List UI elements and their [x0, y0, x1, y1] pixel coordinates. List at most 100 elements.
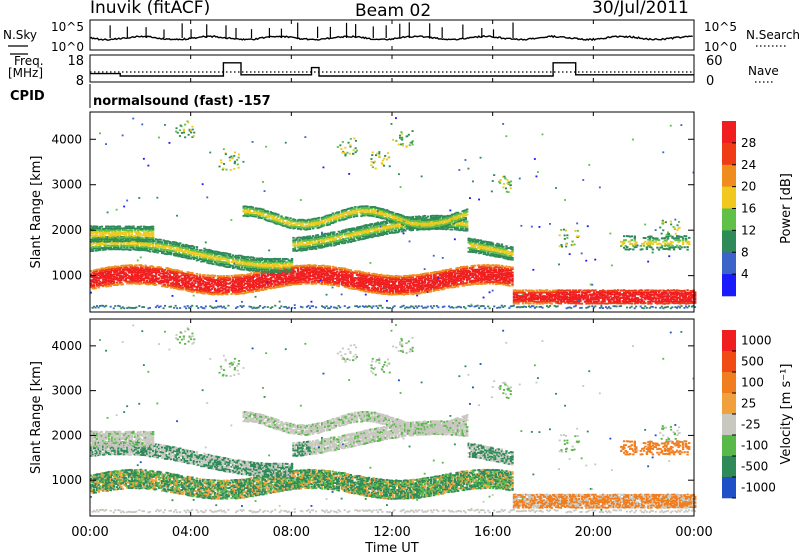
data-cell	[165, 253, 168, 256]
data-cell	[151, 250, 155, 253]
data-cell	[310, 270, 313, 273]
data-cell	[262, 283, 265, 286]
data-cell	[130, 307, 133, 309]
data-cell	[133, 271, 137, 274]
data-cell	[118, 248, 122, 251]
data-cell	[93, 284, 96, 286]
data-cell	[370, 223, 374, 225]
data-cell	[136, 276, 140, 279]
data-cell	[151, 243, 155, 245]
data-cell	[351, 229, 354, 231]
data-cell	[159, 266, 162, 269]
data-cell	[233, 259, 236, 262]
data-cell	[307, 246, 310, 249]
data-cell	[305, 235, 309, 238]
data-cell	[244, 277, 247, 280]
data-cell	[260, 278, 263, 280]
data-cell	[99, 226, 102, 228]
data-cell	[287, 222, 291, 225]
data-cell	[278, 261, 282, 264]
data-cell	[236, 262, 239, 265]
data-cell	[121, 134, 124, 137]
data-cell	[118, 305, 121, 308]
data-cell	[384, 275, 387, 277]
data-cell	[207, 256, 211, 259]
data-cell	[141, 271, 144, 274]
data-cell	[141, 277, 144, 280]
data-cell	[253, 266, 256, 269]
data-cell	[102, 233, 105, 235]
data-cell	[381, 290, 384, 293]
data-cell	[322, 233, 325, 236]
data-cell	[129, 306, 132, 309]
data-cell	[144, 231, 147, 234]
data-cell	[395, 288, 398, 290]
data-cell	[404, 226, 407, 228]
data-cell	[364, 284, 368, 287]
data-cell	[109, 277, 112, 280]
data-cell	[250, 263, 253, 266]
data-cell	[147, 226, 150, 229]
data-cell	[185, 243, 188, 246]
data-cell	[262, 307, 265, 309]
data-cell	[289, 275, 292, 278]
data-cell	[330, 237, 333, 240]
data-cell	[310, 271, 313, 274]
data-cell	[118, 271, 122, 273]
data-cell	[404, 224, 407, 227]
data-cell	[182, 272, 185, 274]
data-cell	[269, 260, 273, 262]
data-cell	[358, 280, 362, 283]
data-cell	[96, 232, 99, 235]
data-cell	[105, 248, 108, 251]
data-cell	[259, 284, 262, 287]
data-cell	[381, 283, 384, 285]
data-cell	[206, 196, 209, 199]
data-cell	[361, 283, 365, 286]
data-cell	[142, 238, 146, 241]
data-cell	[177, 271, 180, 274]
data-cell	[222, 148, 225, 151]
data-cell	[379, 232, 383, 235]
data-cell	[213, 256, 217, 259]
data-cell	[114, 265, 117, 268]
data-cell	[366, 272, 369, 275]
data-cell	[136, 280, 140, 283]
data-cell	[248, 256, 251, 259]
data-cell	[299, 222, 303, 225]
data-cell	[216, 282, 220, 285]
data-cell	[401, 216, 404, 219]
data-cell	[256, 271, 259, 274]
data-cell	[129, 245, 132, 247]
data-cell	[284, 269, 288, 272]
data-cell	[189, 277, 193, 280]
data-cell	[93, 240, 96, 243]
data-cell	[330, 281, 333, 284]
data-cell	[94, 239, 97, 242]
data-cell	[333, 231, 336, 234]
data-cell	[115, 236, 119, 239]
data-cell	[242, 275, 245, 278]
data-cell	[129, 268, 132, 271]
data-cell	[242, 205, 245, 208]
data-cell	[349, 276, 353, 279]
data-cell	[313, 270, 316, 272]
data-cell	[315, 273, 318, 276]
data-cell	[357, 207, 360, 210]
data-cell	[265, 270, 268, 272]
data-cell	[194, 251, 197, 254]
data-cell	[287, 306, 290, 309]
data-cell	[315, 238, 318, 240]
data-cell	[298, 249, 301, 252]
data-cell	[266, 267, 270, 270]
data-cell	[363, 280, 366, 283]
data-cell	[310, 236, 313, 239]
data-cell	[289, 269, 292, 272]
data-cell	[278, 282, 282, 284]
data-cell	[346, 277, 350, 280]
data-cell	[325, 214, 328, 217]
data-cell	[206, 261, 209, 264]
data-cell	[154, 247, 158, 249]
data-cell	[382, 217, 386, 220]
data-cell	[180, 274, 183, 277]
